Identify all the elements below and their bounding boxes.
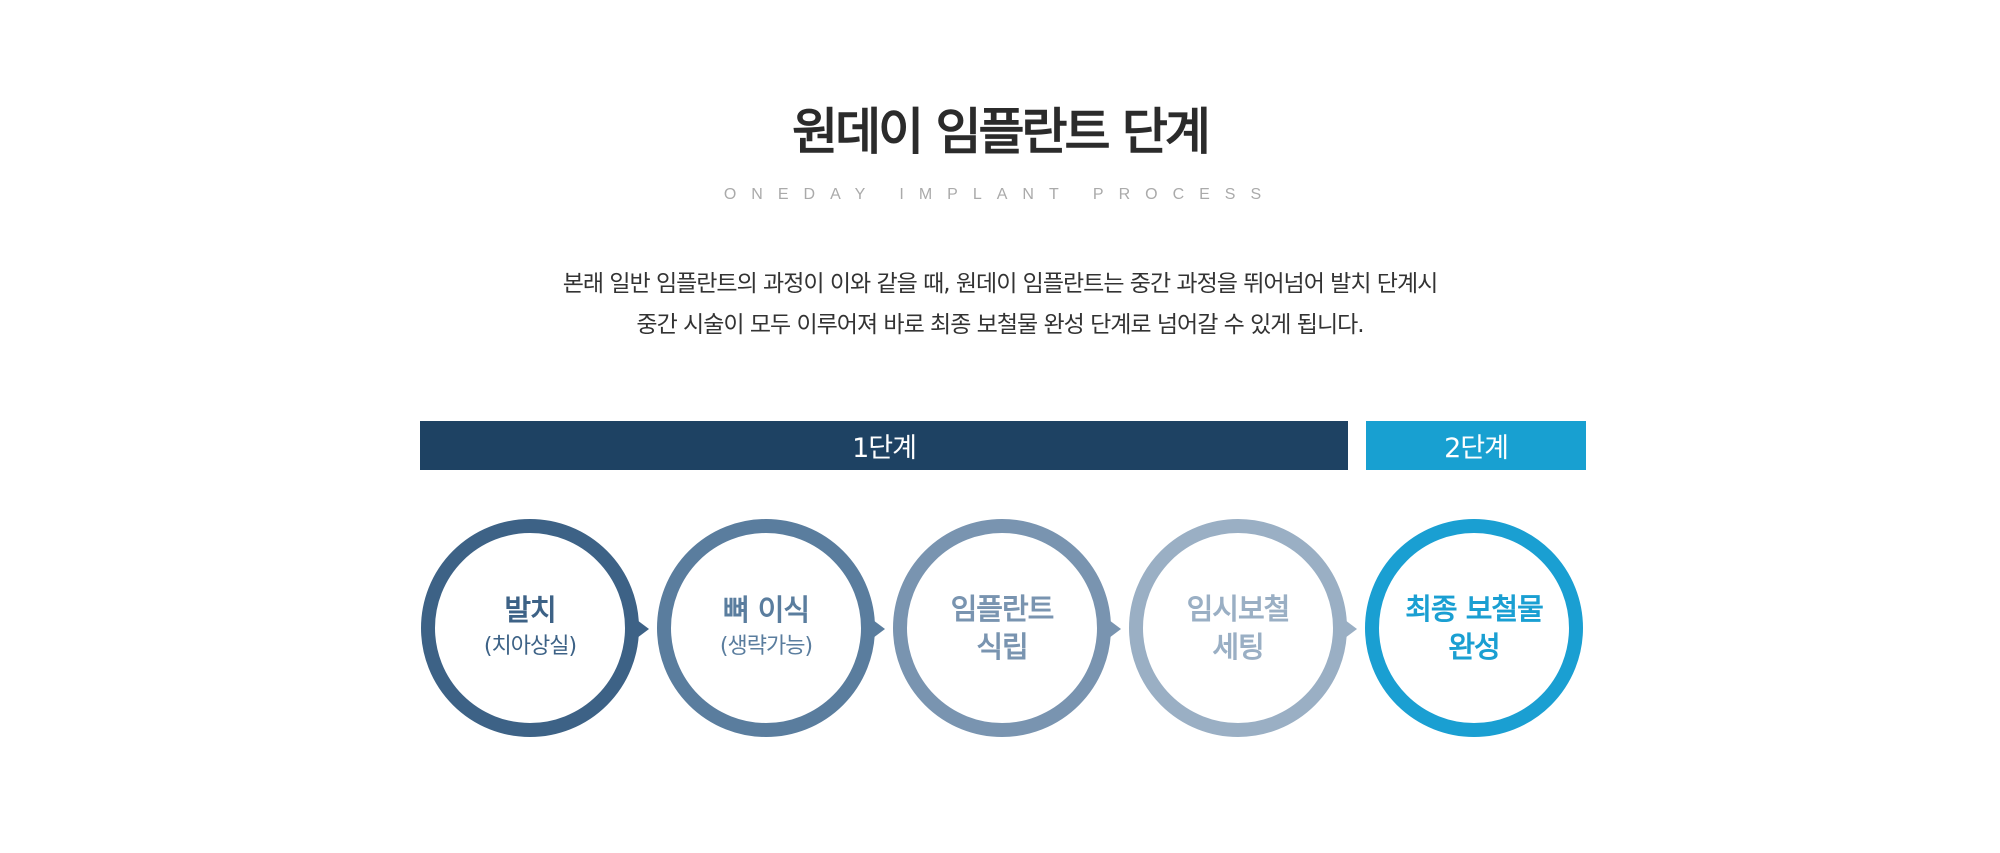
step-temporary-prosthesis: 임시보철 세팅 [1129,519,1347,737]
step-note: (생략가능) [719,634,813,659]
description: 본래 일반 임플란트의 과정이 이와 같을 때, 원데이 임플란트는 중간 과정… [0,264,2000,346]
step-implant-placement: 임플란트 식립 [893,519,1111,737]
step-title: 발치 [504,593,556,627]
step-title-line2: 세팅 [1212,630,1264,664]
arrow-right-icon [637,620,649,638]
step-note: (치아상실) [483,634,577,659]
step-title: 임시보철 [1186,592,1291,626]
step-extraction: 발치 (치아상실) [421,519,639,737]
step-title-line2: 식립 [976,630,1028,664]
step-title: 임플란트 [950,592,1055,626]
page-title: 원데이 임플란트 단계 [792,103,1211,161]
step-title: 뼈 이식 [722,593,810,627]
arrow-right-icon [1345,620,1357,638]
step-title-line2: 완성 [1448,630,1500,664]
page-subtitle: ONEDAY IMPLANT PROCESS [723,186,1277,203]
step-title: 최종 보철물 [1405,592,1543,626]
phase-1-bar: 1단계 [420,421,1348,470]
description-line: 본래 일반 임플란트의 과정이 이와 같을 때, 원데이 임플란트는 중간 과정… [562,271,1439,297]
arrow-right-icon [873,620,885,638]
step-bone-graft: 뼈 이식 (생략가능) [657,519,875,737]
arrow-right-icon [1109,620,1121,638]
step-final-prosthesis: 최종 보철물 완성 [1365,519,1583,737]
description-line: 중간 시술이 모두 이루어져 바로 최종 보철물 완성 단계로 넘어갈 수 있게… [636,312,1364,338]
phase-2-bar: 2단계 [1366,421,1586,470]
